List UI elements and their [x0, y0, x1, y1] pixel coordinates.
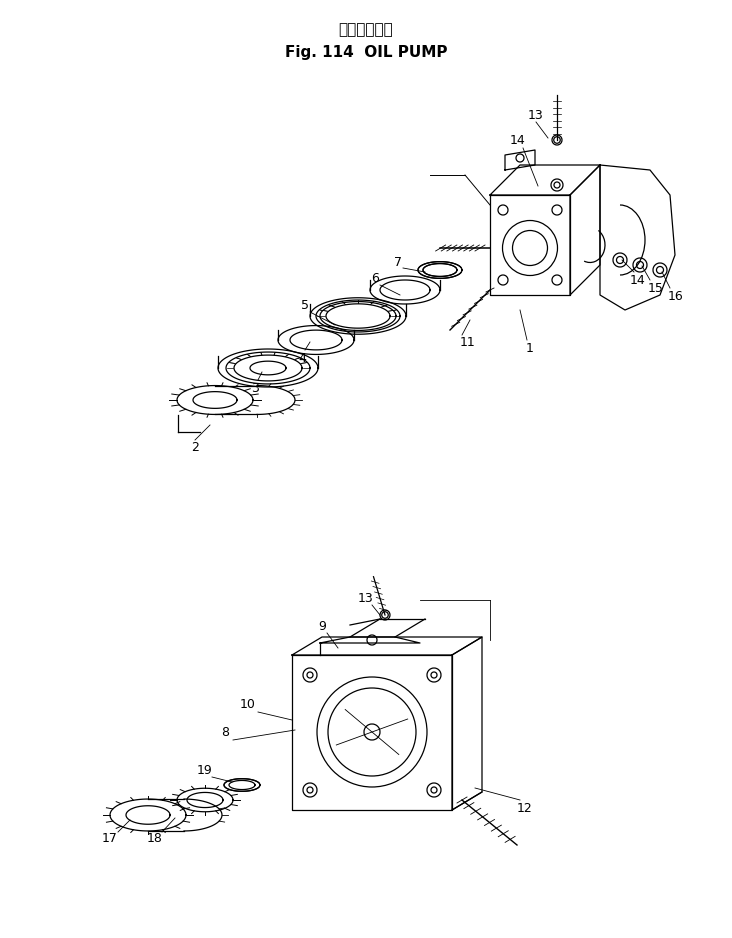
Text: 4: 4	[298, 352, 306, 365]
Text: 5: 5	[301, 298, 309, 311]
Text: 9: 9	[318, 619, 326, 632]
Text: 13: 13	[358, 592, 374, 604]
Text: 7: 7	[394, 255, 402, 268]
Text: 8: 8	[221, 727, 229, 739]
Text: 17: 17	[102, 831, 118, 844]
Text: 12: 12	[517, 801, 533, 814]
Text: 18: 18	[147, 831, 163, 844]
Text: オイルポンプ: オイルポンプ	[339, 23, 393, 38]
Text: 1: 1	[526, 341, 534, 355]
Text: 11: 11	[460, 336, 476, 349]
Text: 16: 16	[668, 290, 684, 302]
Text: 15: 15	[648, 281, 664, 295]
Text: 14: 14	[510, 133, 526, 146]
Text: Fig. 114  OIL PUMP: Fig. 114 OIL PUMP	[285, 44, 447, 59]
Text: 19: 19	[197, 764, 213, 777]
Text: 2: 2	[191, 441, 199, 453]
Text: 13: 13	[528, 109, 544, 122]
Text: 14: 14	[630, 274, 646, 286]
Text: 10: 10	[240, 699, 256, 712]
Text: 3: 3	[251, 382, 259, 395]
Text: 6: 6	[371, 271, 379, 284]
